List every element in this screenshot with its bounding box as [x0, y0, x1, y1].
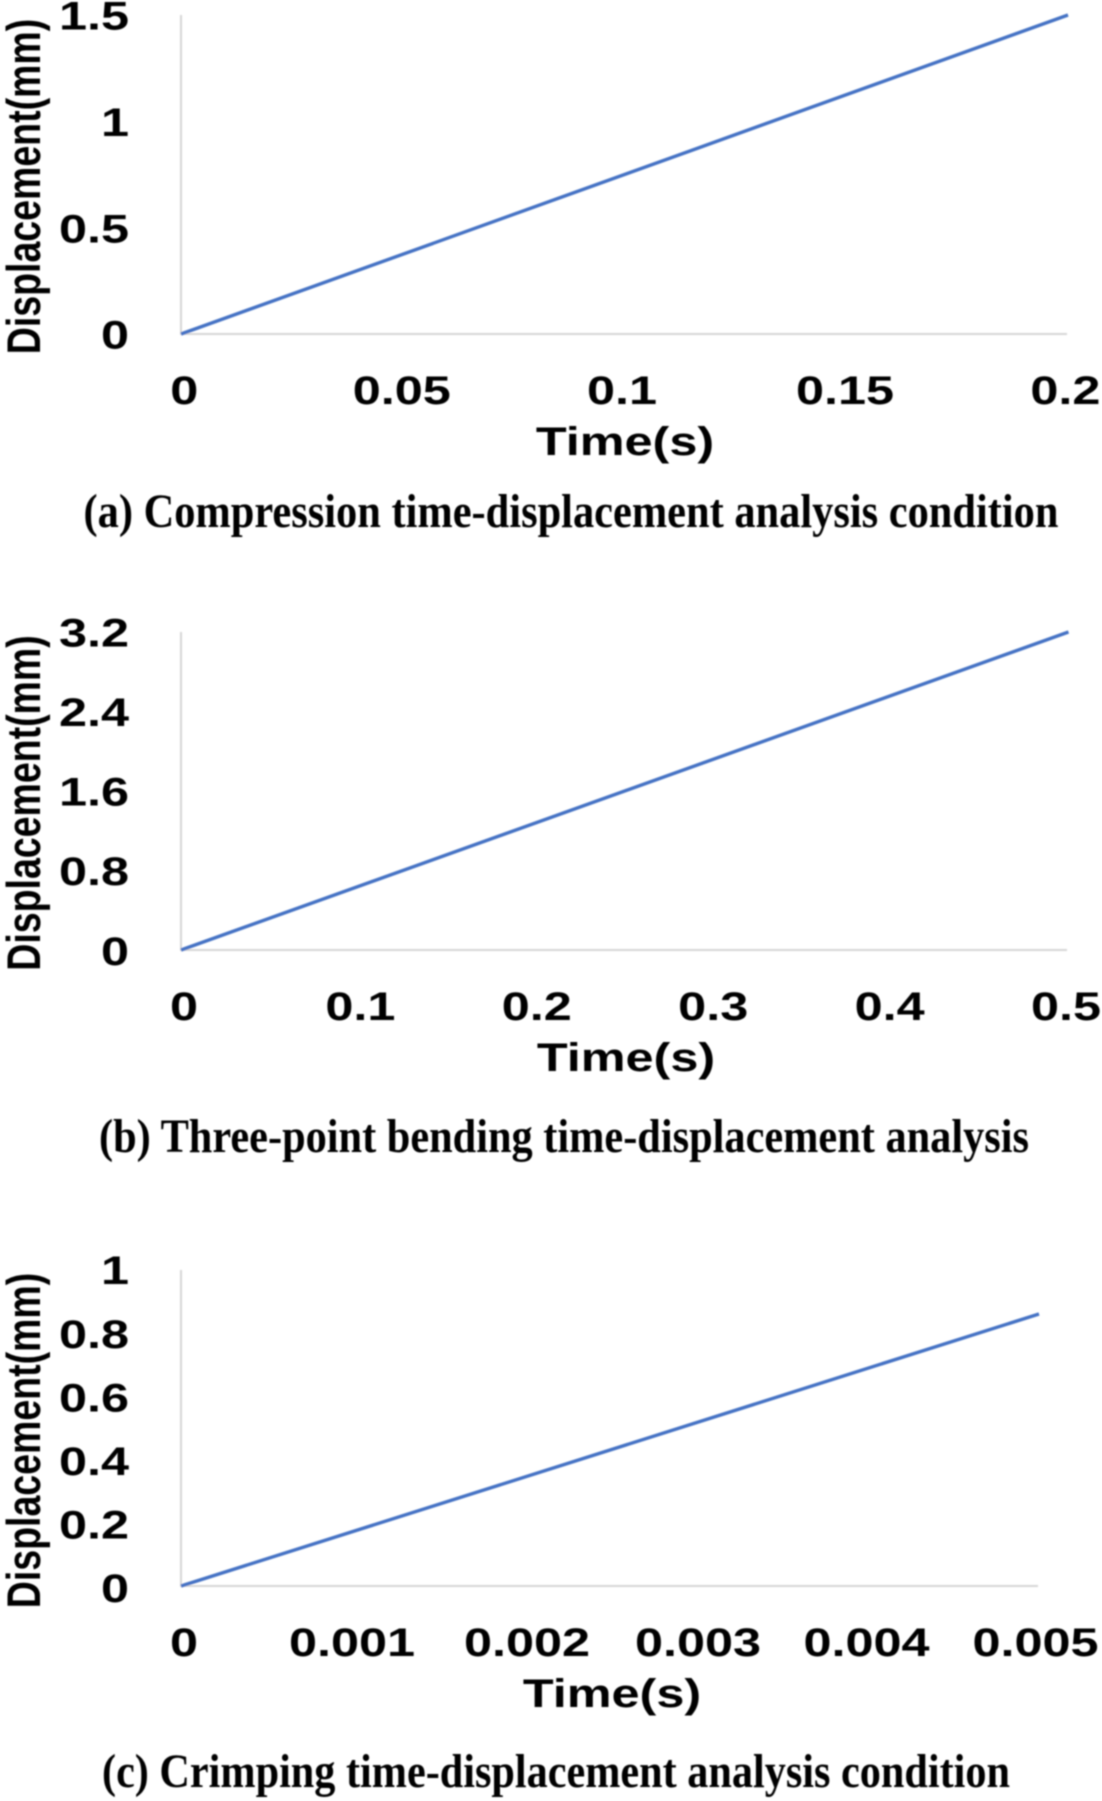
svg-text:Displacement(mm): Displacement(mm) [0, 635, 51, 970]
svg-text:0: 0 [170, 984, 198, 1029]
svg-text:0.2: 0.2 [502, 984, 572, 1029]
svg-text:Time(s): Time(s) [537, 1035, 715, 1080]
svg-text:Displacement(mm): Displacement(mm) [0, 1273, 51, 1608]
svg-text:3.2: 3.2 [59, 610, 129, 655]
svg-text:0.004: 0.004 [803, 1620, 930, 1665]
svg-text:0: 0 [101, 929, 129, 974]
svg-text:0: 0 [170, 368, 198, 413]
svg-text:0.1: 0.1 [325, 984, 395, 1029]
svg-text:Time(s): Time(s) [523, 1671, 701, 1716]
svg-text:2.4: 2.4 [59, 690, 130, 735]
svg-text:0.003: 0.003 [635, 1620, 761, 1665]
svg-text:0.4: 0.4 [855, 984, 926, 1029]
svg-text:0.3: 0.3 [678, 984, 748, 1029]
svg-text:0.8: 0.8 [59, 1312, 129, 1357]
svg-text:(c) Crimping time-displacement: (c) Crimping time-displacement analysis … [102, 1745, 1010, 1798]
svg-text:0.2: 0.2 [1030, 368, 1100, 413]
svg-text:0.5: 0.5 [59, 207, 129, 252]
svg-text:0.002: 0.002 [464, 1620, 590, 1665]
svg-text:1.5: 1.5 [59, 0, 129, 38]
svg-text:0.15: 0.15 [796, 368, 894, 413]
svg-text:0: 0 [170, 1620, 198, 1665]
svg-text:1.6: 1.6 [59, 770, 129, 815]
svg-text:0: 0 [101, 313, 129, 358]
svg-text:Time(s): Time(s) [536, 419, 714, 464]
svg-text:0.5: 0.5 [1031, 984, 1101, 1029]
svg-text:1: 1 [101, 100, 129, 145]
svg-text:0.2: 0.2 [59, 1503, 129, 1548]
svg-text:0.05: 0.05 [353, 368, 451, 413]
svg-text:Displacement(mm): Displacement(mm) [0, 19, 51, 354]
svg-text:1: 1 [101, 1248, 129, 1293]
svg-text:0.1: 0.1 [587, 368, 657, 413]
svg-text:(b) Three-point bending time-d: (b) Three-point bending time-displacemen… [99, 1110, 1029, 1163]
svg-text:0.8: 0.8 [59, 849, 129, 894]
svg-text:0.001: 0.001 [289, 1620, 415, 1665]
svg-text:0.6: 0.6 [59, 1375, 129, 1420]
svg-text:0.005: 0.005 [972, 1620, 1098, 1665]
svg-text:(a) Compression time-displacem: (a) Compression time-displacement analys… [84, 485, 1059, 538]
svg-text:0.4: 0.4 [59, 1439, 130, 1484]
svg-text:0: 0 [101, 1566, 129, 1611]
